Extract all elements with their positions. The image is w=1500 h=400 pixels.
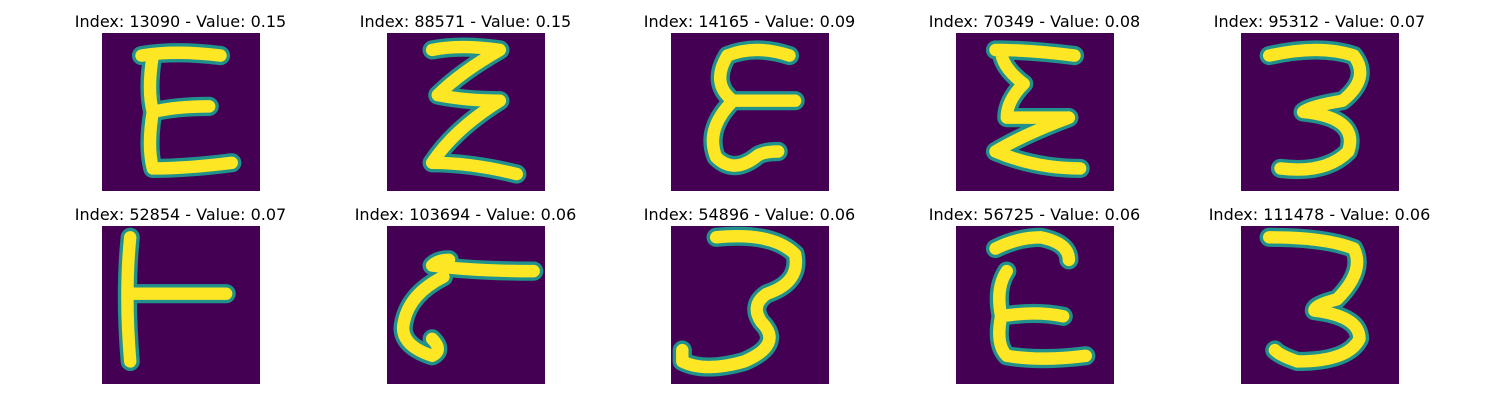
panel-title: Index: 88571 - Value: 0.15 bbox=[359, 12, 572, 31]
digit-image bbox=[956, 226, 1114, 384]
glyph-stroke bbox=[121, 231, 233, 368]
digit-image bbox=[387, 33, 545, 191]
panel-title: Index: 14165 - Value: 0.09 bbox=[643, 12, 856, 31]
digit-image bbox=[387, 226, 545, 384]
panel-title: Index: 103694 - Value: 0.06 bbox=[354, 205, 577, 224]
image-panel: Index: 14165 - Value: 0.09 bbox=[607, 10, 892, 191]
digit-image bbox=[102, 226, 260, 384]
image-panel: Index: 52854 - Value: 0.07 bbox=[38, 203, 323, 384]
image-panel: Index: 70349 - Value: 0.08 bbox=[892, 10, 1177, 191]
image-panel: Index: 88571 - Value: 0.15 bbox=[323, 10, 608, 191]
digit-image bbox=[1241, 226, 1399, 384]
digit-image bbox=[102, 33, 260, 191]
digit-image bbox=[956, 33, 1114, 191]
glyph-stroke bbox=[396, 253, 540, 362]
panel-title: Index: 13090 - Value: 0.15 bbox=[74, 12, 287, 31]
glyph-stroke bbox=[1263, 231, 1366, 368]
glyph-stroke bbox=[676, 229, 803, 374]
glyph-stroke bbox=[989, 43, 1087, 175]
image-panel: Index: 111478 - Value: 0.06 bbox=[1177, 203, 1462, 384]
glyph-stroke bbox=[706, 43, 802, 172]
image-panel: Index: 56725 - Value: 0.06 bbox=[892, 203, 1177, 384]
glyph-stroke bbox=[989, 231, 1092, 365]
image-panel: Index: 13090 - Value: 0.15 bbox=[38, 10, 323, 191]
panel-title: Index: 56725 - Value: 0.06 bbox=[928, 205, 1141, 224]
glyph-stroke bbox=[1263, 43, 1367, 176]
panel-title: Index: 52854 - Value: 0.07 bbox=[74, 205, 287, 224]
digit-image bbox=[671, 33, 829, 191]
panel-title: Index: 70349 - Value: 0.08 bbox=[928, 12, 1141, 31]
digit-image bbox=[671, 226, 829, 384]
image-panel: Index: 103694 - Value: 0.06 bbox=[323, 203, 608, 384]
panel-title: Index: 54896 - Value: 0.06 bbox=[643, 205, 856, 224]
image-panel: Index: 95312 - Value: 0.07 bbox=[1177, 10, 1462, 191]
panel-title: Index: 111478 - Value: 0.06 bbox=[1208, 205, 1431, 224]
image-panel: Index: 54896 - Value: 0.06 bbox=[607, 203, 892, 384]
glyph-stroke bbox=[425, 40, 523, 181]
glyph-stroke bbox=[135, 46, 238, 175]
panel-title: Index: 95312 - Value: 0.07 bbox=[1213, 12, 1426, 31]
digit-image bbox=[1241, 33, 1399, 191]
